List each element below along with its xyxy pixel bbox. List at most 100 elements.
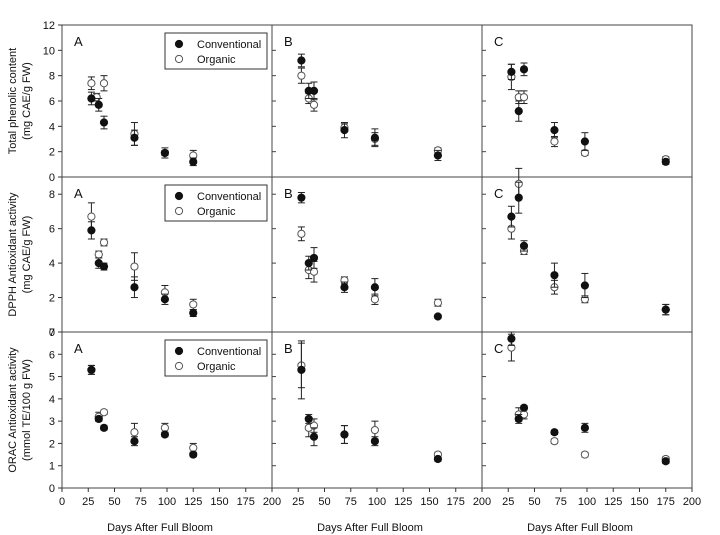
x-tick-label: 200 bbox=[473, 496, 491, 508]
x-axis-title: Days After Full Bloom bbox=[317, 522, 423, 534]
conventional-point bbox=[519, 65, 529, 74]
x-tick-label: 50 bbox=[528, 496, 540, 508]
x-tick-label: 25 bbox=[502, 496, 514, 508]
panel-label: C bbox=[494, 34, 503, 49]
legend-box bbox=[164, 184, 268, 222]
y-tick-label: 6 bbox=[49, 224, 55, 236]
x-tick-label: 100 bbox=[578, 496, 596, 508]
legend-box bbox=[164, 32, 268, 70]
conventional-point bbox=[309, 432, 319, 441]
conventional-point bbox=[507, 212, 516, 221]
organic-point bbox=[189, 300, 198, 309]
organic-point bbox=[370, 425, 379, 435]
x-tick-label: 75 bbox=[555, 496, 567, 508]
conventional-point bbox=[550, 126, 559, 135]
x-tick-label: 200 bbox=[683, 496, 701, 508]
panel-label: B bbox=[284, 186, 293, 201]
conventional-point bbox=[433, 454, 442, 464]
legend-box bbox=[164, 339, 268, 377]
y-axis-title: DPPH Antioxidant activity bbox=[7, 192, 19, 317]
y-tick-label: 6 bbox=[49, 349, 55, 361]
conventional-point bbox=[370, 283, 379, 292]
organic-point bbox=[130, 428, 139, 437]
conventional-point bbox=[130, 283, 139, 292]
y-tick-label: 10 bbox=[43, 45, 55, 57]
organic-point bbox=[580, 450, 590, 459]
conventional-point bbox=[304, 259, 313, 268]
organic-point bbox=[519, 93, 529, 102]
conventional-point bbox=[304, 414, 313, 424]
conventional-point bbox=[87, 226, 96, 235]
y-tick-label: 8 bbox=[49, 71, 55, 83]
legend-label-organic: Organic bbox=[197, 361, 236, 373]
conventional-point bbox=[130, 437, 139, 446]
conventional-point bbox=[519, 403, 529, 412]
panel-frame-row2-c bbox=[481, 176, 693, 333]
organic-point bbox=[99, 238, 109, 247]
organic-point bbox=[94, 250, 103, 259]
x-tick-label: 0 bbox=[59, 496, 65, 508]
panel-frame-row3-b bbox=[271, 331, 483, 489]
panel-label: B bbox=[284, 34, 293, 49]
x-axis-title: Days After Full Bloom bbox=[107, 522, 213, 534]
conventional-point bbox=[661, 157, 670, 166]
conventional-point bbox=[189, 308, 198, 318]
x-tick-label: 150 bbox=[420, 496, 438, 508]
conventional-point bbox=[99, 423, 109, 432]
conventional-point bbox=[87, 365, 96, 374]
y-tick-label: 5 bbox=[49, 372, 55, 384]
y-tick-label: 0 bbox=[49, 483, 55, 495]
organic-point bbox=[309, 100, 319, 109]
y-tick-label: 2 bbox=[49, 147, 55, 159]
conventional-point bbox=[99, 262, 109, 271]
conventional-point bbox=[550, 271, 559, 280]
y-tick-label: 12 bbox=[43, 20, 55, 32]
y-tick-label: 4 bbox=[49, 258, 55, 270]
conventional-point bbox=[160, 295, 169, 304]
x-tick-label: 75 bbox=[135, 496, 147, 508]
legend-label-conventional: Conventional bbox=[197, 346, 261, 358]
y-tick-label: 0 bbox=[49, 327, 55, 339]
y-tick-label: 2 bbox=[49, 293, 55, 305]
panel-label: C bbox=[494, 186, 503, 201]
y-tick-label: 8 bbox=[49, 189, 55, 201]
y-tick-label: 1 bbox=[49, 461, 55, 473]
y-axis-title: (mg CAE/g FW) bbox=[21, 62, 33, 140]
conventional-point bbox=[94, 100, 103, 109]
organic-point bbox=[309, 267, 319, 276]
legend-marker-organic bbox=[174, 206, 184, 216]
conventional-point bbox=[99, 118, 109, 127]
conventional-point bbox=[87, 94, 96, 103]
organic-point bbox=[550, 137, 559, 146]
y-tick-label: 3 bbox=[49, 416, 55, 428]
organic-point bbox=[87, 79, 96, 88]
legend-marker-conventional bbox=[174, 39, 184, 49]
panel-label: A bbox=[74, 341, 83, 356]
legend-marker-conventional bbox=[174, 346, 184, 356]
conventional-point bbox=[433, 151, 442, 160]
conventional-point bbox=[580, 423, 590, 432]
panel-label: A bbox=[74, 34, 83, 49]
organic-point bbox=[87, 212, 96, 221]
conventional-point bbox=[340, 126, 349, 135]
y-axis-title: Total phenolic content bbox=[7, 48, 19, 154]
organic-point bbox=[433, 298, 442, 307]
y-tick-label: 7 bbox=[49, 327, 55, 339]
panel-label: C bbox=[494, 341, 503, 356]
conventional-point bbox=[580, 281, 590, 290]
conventional-point bbox=[130, 133, 139, 142]
conventional-point bbox=[433, 312, 442, 321]
organic-point bbox=[99, 79, 109, 88]
conventional-point bbox=[189, 450, 198, 459]
conventional-point bbox=[309, 86, 319, 95]
conventional-point bbox=[514, 193, 523, 202]
organic-point bbox=[130, 262, 139, 271]
legend-label-conventional: Conventional bbox=[197, 191, 261, 203]
conventional-point bbox=[297, 193, 306, 202]
legend-label-organic: Organic bbox=[197, 206, 236, 218]
x-tick-label: 150 bbox=[210, 496, 228, 508]
x-tick-label: 125 bbox=[394, 496, 412, 508]
panel-frame-row1-b bbox=[271, 24, 483, 178]
conventional-point bbox=[94, 414, 103, 424]
